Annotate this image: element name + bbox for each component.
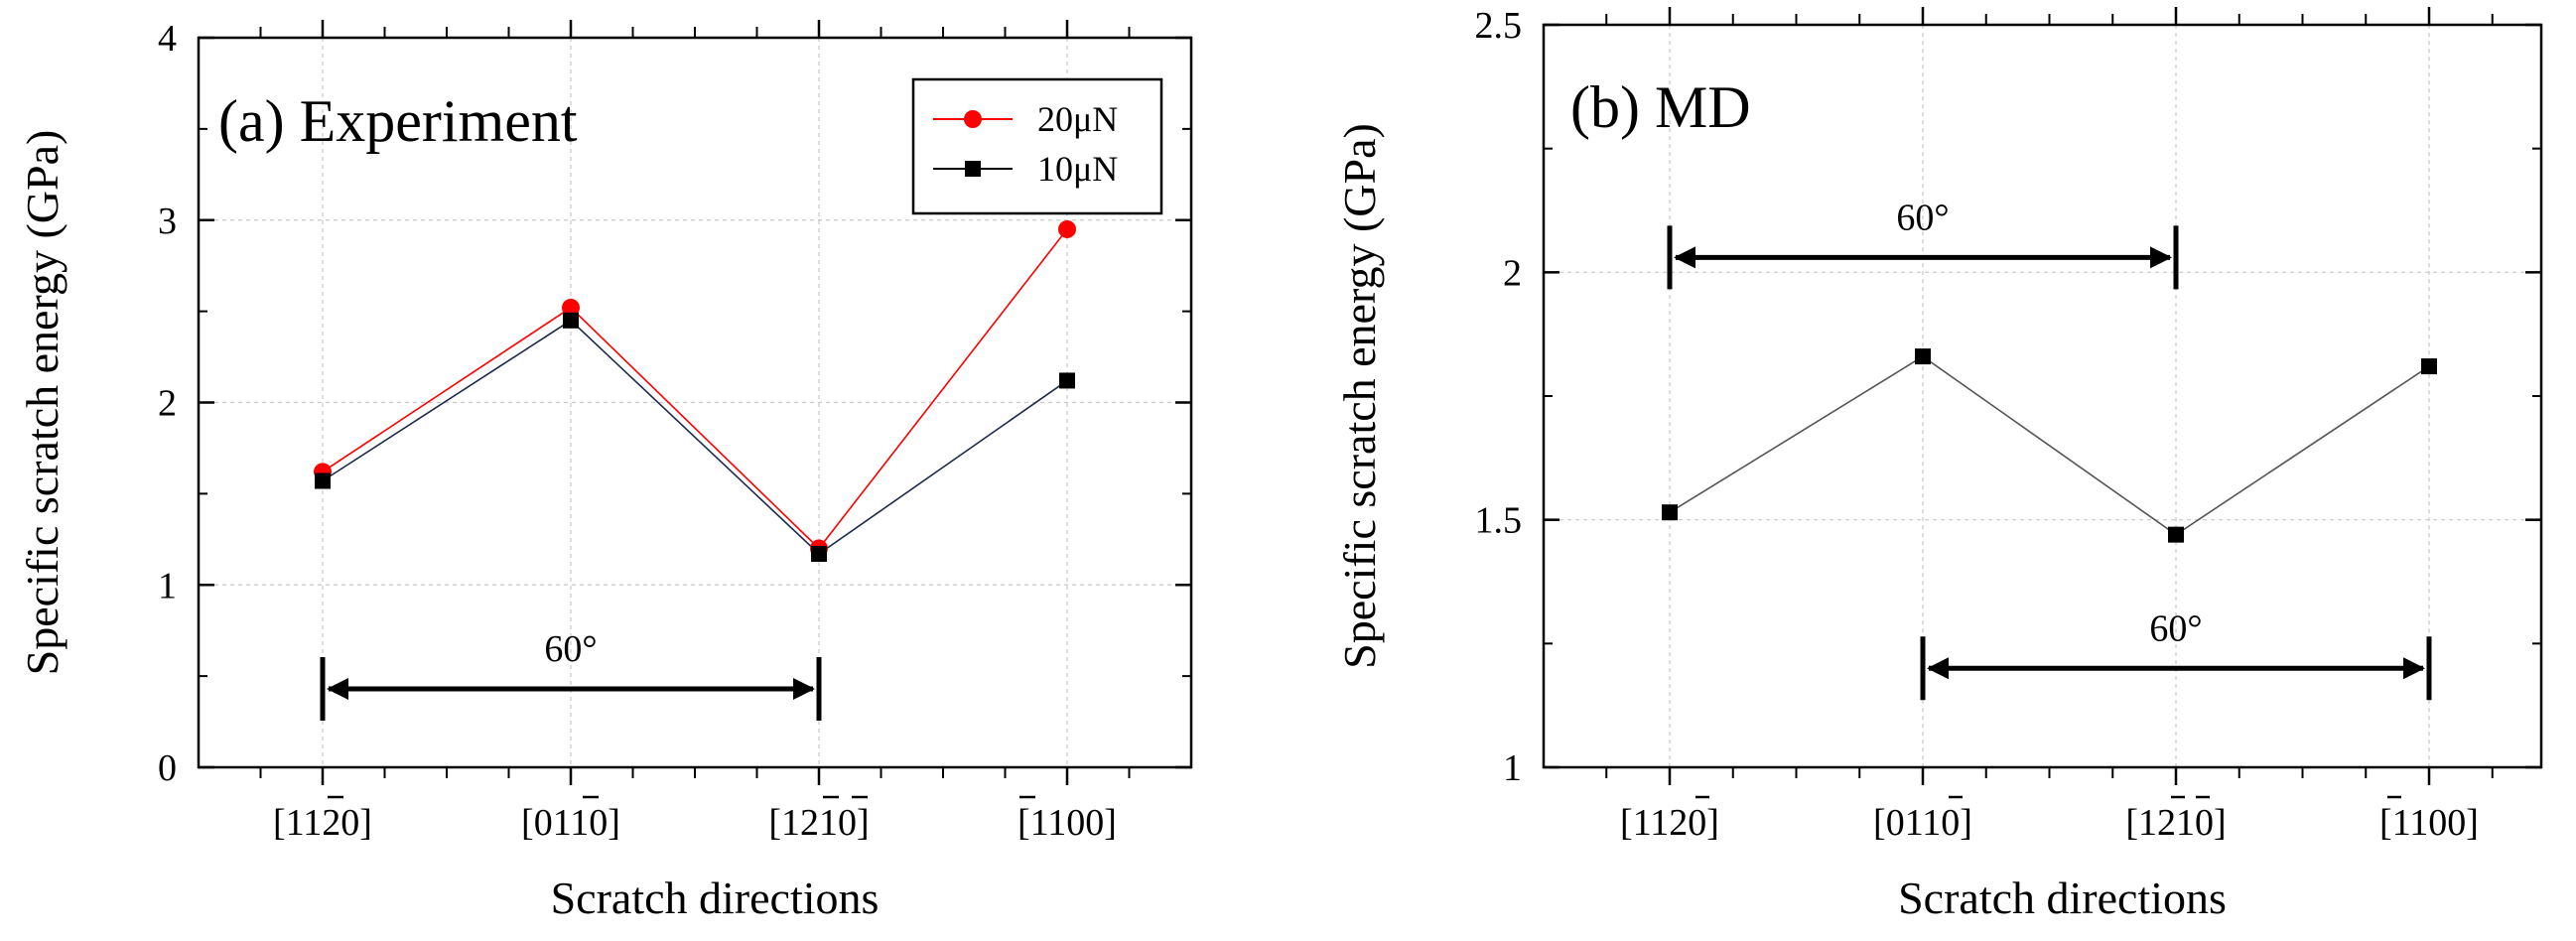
y-tick-label: 1.5 xyxy=(1475,500,1523,542)
x-tick-label: [1210] xyxy=(2125,802,2226,844)
series-line xyxy=(1669,355,2430,536)
angle-label: 60° xyxy=(2149,607,2202,649)
y-tick-label: 2 xyxy=(158,383,177,425)
panel-title: (a) Experiment xyxy=(218,88,578,154)
x-tick-label: [1100] xyxy=(1017,802,1117,844)
data-point xyxy=(1915,348,1931,365)
arrowhead-left xyxy=(1927,657,1949,680)
y-tick-label: 3 xyxy=(158,201,177,242)
data-point xyxy=(315,472,331,489)
y-axis-title: Specific scratch energy (GPa) xyxy=(17,130,68,676)
data-point xyxy=(811,546,827,563)
y-tick-label: 2.5 xyxy=(1475,5,1523,47)
panel-a-experiment: 0 1 2 3 4 [1120] [0110] [1210] [1100] Scratch dir… xyxy=(17,18,1193,923)
y-tick-label: 1 xyxy=(158,565,177,606)
data-point xyxy=(1662,504,1678,521)
arrowhead-left xyxy=(1674,246,1695,269)
y-tick-label: 2 xyxy=(1503,252,1522,294)
y-axis-title: Specific scratch energy (GPa) xyxy=(1334,123,1385,669)
legend-label: 20μN xyxy=(1037,99,1118,139)
data-point xyxy=(1058,219,1076,238)
legend-marker xyxy=(965,161,981,177)
legend-box xyxy=(911,77,1163,215)
arrowhead-left xyxy=(327,677,348,700)
x-tick-label: [1120] xyxy=(1620,802,1719,844)
series-line xyxy=(322,228,1068,550)
panel-b-md: 1 1.5 2 2.5 [1120] [0110] [1210] [1100] Scratch … xyxy=(1334,5,2543,923)
arrowhead-right xyxy=(2150,246,2172,269)
panel-title: (b) MD xyxy=(1570,74,1751,140)
data-point xyxy=(1059,372,1075,389)
data-point xyxy=(2421,358,2437,375)
x-tick-label: [1210] xyxy=(768,802,869,844)
y-tick-label: 1 xyxy=(1503,747,1522,789)
data-point xyxy=(562,298,580,317)
x-tick-label: [0110] xyxy=(1873,802,1972,844)
x-tick-label: [1120] xyxy=(273,802,372,844)
y-tick-label: 0 xyxy=(158,747,177,789)
legend-label: 10μN xyxy=(1037,149,1118,189)
arrowhead-right xyxy=(793,677,815,700)
x-axis-title: Scratch directions xyxy=(551,873,880,923)
angle-label: 60° xyxy=(544,628,597,670)
x-tick-label: [0110] xyxy=(521,802,620,844)
angle-label: 60° xyxy=(1896,197,1949,238)
legend-marker xyxy=(964,110,982,128)
data-point xyxy=(563,312,579,329)
y-tick-label: 4 xyxy=(158,18,177,60)
series-line xyxy=(322,319,1068,556)
x-axis-title: Scratch directions xyxy=(1898,873,2227,923)
x-tick-label: [1100] xyxy=(2379,802,2479,844)
arrowhead-right xyxy=(2403,657,2425,680)
data-point xyxy=(2168,526,2184,543)
